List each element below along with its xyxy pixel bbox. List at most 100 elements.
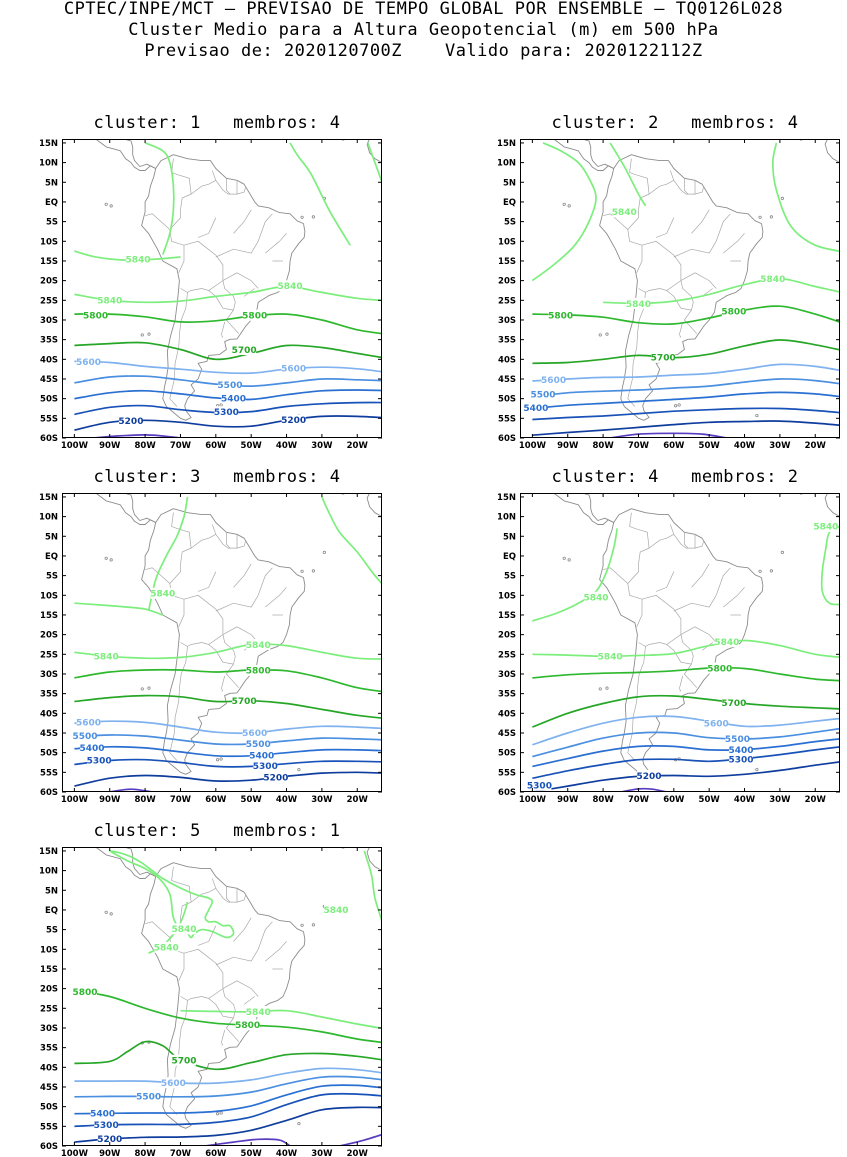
island [780,196,784,201]
island [140,333,144,337]
coastline-central-america [95,847,156,879]
lat-tick-label: 60S [40,1142,58,1152]
state-border [715,567,731,596]
contour-label: 5600 [161,1079,186,1089]
panel-title: cluster: 1 membros: 4 [93,113,341,133]
contour-label: 5300 [253,762,278,772]
country-border [220,1029,226,1044]
contour-label-bg [246,1005,271,1017]
lon-tick-label: 70W [170,441,192,451]
country-border [221,335,224,338]
lat-tick-label: 10N [497,159,516,169]
lat-tick-label: 45S [498,375,516,385]
contour-line-5500 [532,378,840,398]
country-border [226,886,231,903]
contour-label: 5200 [263,774,288,784]
contour-label: 5500 [246,740,271,750]
contour-line-5500 [74,734,382,746]
contour-label: 5840 [626,300,651,310]
contour-label: 5400 [249,751,274,761]
country-border [221,1043,224,1046]
contour-label: 5840 [94,653,119,663]
lon-tick-label: 50W [699,795,721,805]
contour-line-5840 [74,285,382,304]
lat-tick-label: 30S [40,1024,58,1034]
island [109,204,113,208]
lat-tick-label: 15S [498,611,516,621]
contour-label: 5800 [707,664,732,674]
contour-line-5200 [532,761,840,792]
island [104,556,108,560]
contour-label: 5600 [76,358,101,368]
country-border [666,644,692,665]
contour-label-bg [548,309,573,321]
contour-line-5400 [532,738,840,768]
lon-tick-label: 40W [734,441,756,451]
lat-tick-label: 55S [40,414,58,424]
contour-label-bg [87,754,112,766]
contour-label-bg [541,374,566,386]
lon-tick-label: 40W [276,441,298,451]
state-border [265,941,287,962]
contour-line-5100 [205,1138,291,1146]
state-border [222,626,259,643]
island [147,686,151,690]
contour-label-bg [217,379,242,391]
contour-label-bg [97,1133,122,1145]
contour-label: 5840 [324,906,349,916]
map-panel-4: 5840584058405840580057005600550054005300… [497,493,840,805]
contour-line-5800 [532,666,840,682]
lat-tick-label: 60S [498,434,516,444]
lon-tick-label: 20W [347,1149,369,1157]
coastline-south-america [141,154,306,421]
map-frame [520,139,840,438]
header-line-1: CPTEC/INPE/MCT – PREVISAO DE TEMPO GLOBA… [63,0,784,19]
contour-label: 5840 [714,638,739,648]
contour-line-5840 [289,142,351,246]
country-border [641,594,682,635]
island [140,687,144,691]
island [104,910,108,914]
lat-tick-label: 55S [40,768,58,778]
country-border [220,675,226,690]
lat-tick-label: 20S [40,985,58,995]
contour-line-5840 [367,142,382,185]
map-frame [62,493,382,792]
country-border [627,646,646,761]
contour-line-5840 [771,142,840,253]
contour-label: 5500 [217,381,242,391]
lat-tick-label: 40S [40,1063,58,1073]
country-border [145,213,171,230]
lat-tick-label: 25S [498,296,516,306]
coastline-central-america [123,139,156,169]
contour-label-bg [707,662,732,674]
state-border [197,217,217,238]
lat-tick-label: EQ [45,552,58,562]
lat-tick-label: 60S [40,788,58,798]
contour-label-bg [637,769,662,781]
contour-line-5840 [180,1009,382,1030]
island [567,558,571,562]
contour-label: 5500 [72,732,97,742]
contour-line-5100 [386,434,393,438]
coastline-central-america [123,847,156,877]
contour-line-5100 [610,432,728,438]
contour-line-5840 [109,850,235,939]
map-panel-3: 5840584058405800570056005600550055005400… [39,493,382,805]
lat-tick-label: 50S [40,1103,58,1113]
contour-label-bg [72,986,97,998]
contour-label: 5840 [278,282,303,292]
lon-tick-label: 60W [205,1149,227,1157]
coastline-south-america [599,508,764,775]
contour-label: 5800 [548,312,573,322]
state-border [655,571,675,592]
country-border [684,178,689,195]
contour-line-5840 [144,142,175,255]
contour-label-bg [728,744,753,756]
lat-tick-label: 35S [498,690,516,700]
contour-label-bg [253,760,278,772]
country-border [680,280,698,334]
contour-line-5840 [363,850,382,926]
contour-label-bg [626,297,651,309]
lat-tick-label: 25S [40,296,58,306]
